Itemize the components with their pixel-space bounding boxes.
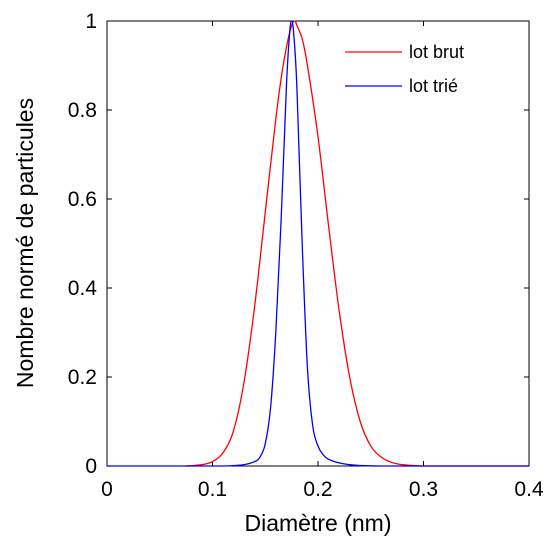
y-tick-label: 0	[85, 455, 97, 478]
x-tick-label: 0.4	[514, 478, 544, 501]
legend-label-lot-trie: lot trié	[409, 76, 458, 96]
legend-label-lot-brut: lot brut	[409, 42, 464, 62]
y-tick-labels: 0 0.2 0.4 0.6 0.8 1	[68, 10, 98, 478]
y-tick-label: 0.8	[68, 99, 97, 122]
series-line-1	[107, 20, 529, 467]
series-line-0	[186, 20, 529, 467]
y-axis-title: Nombre normé de particules	[12, 98, 38, 388]
x-tick-label: 0.1	[198, 478, 227, 501]
x-axis-title: Diamètre (nm)	[245, 510, 392, 536]
y-tick-label: 0.2	[68, 366, 97, 389]
x-tick-label: 0.3	[409, 478, 438, 501]
x-tick-label: 0.2	[303, 478, 332, 501]
series-lines	[107, 20, 529, 467]
x-tick-label: 0	[101, 478, 113, 501]
x-tick-labels: 0 0.1 0.2 0.3 0.4	[101, 478, 544, 501]
y-tick-label: 0.4	[68, 277, 98, 300]
legend: lot brut lot trié	[345, 42, 464, 96]
y-tick-label: 1	[85, 10, 97, 33]
plot-area	[106, 20, 530, 467]
y-tick-label: 0.6	[68, 188, 97, 211]
